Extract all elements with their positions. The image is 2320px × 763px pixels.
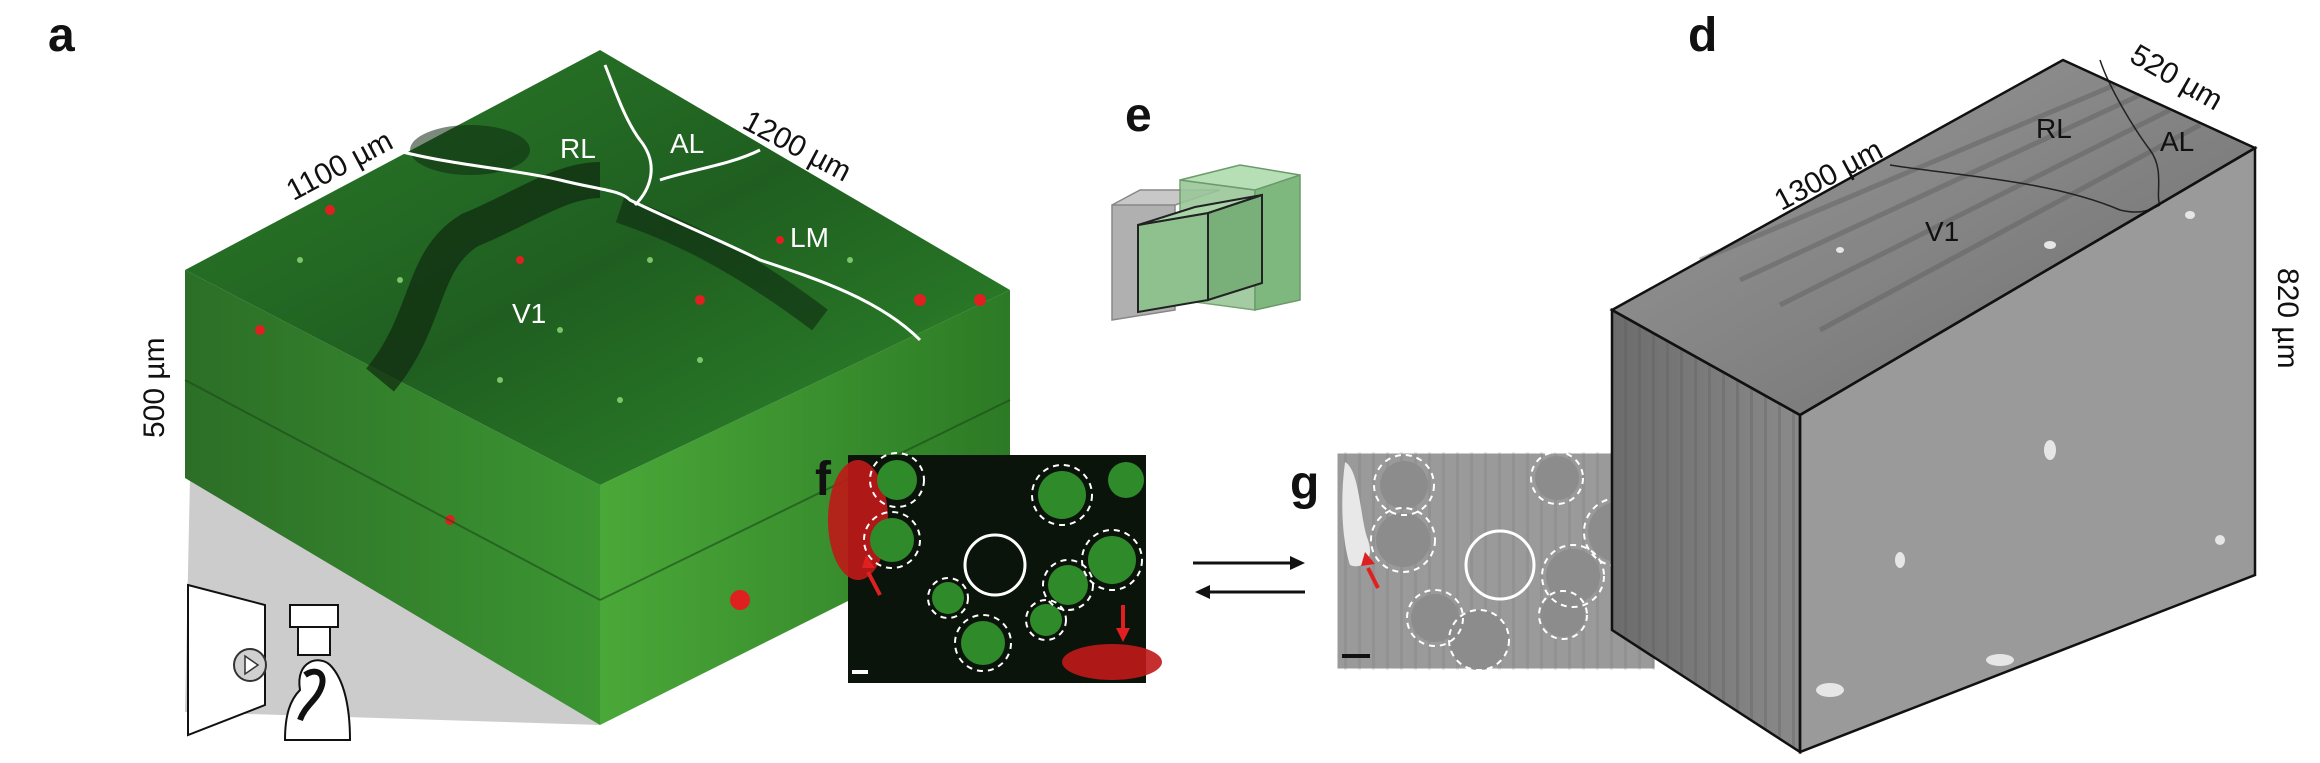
vessel-shadow — [365, 162, 601, 392]
panel-a-volume — [184, 50, 1011, 725]
green-cells — [297, 257, 853, 403]
red-cells — [255, 205, 986, 610]
region-label-v1: V1 — [512, 298, 547, 329]
panel-label-d: d — [1688, 9, 1718, 62]
vessel-shadow — [410, 125, 530, 175]
panel-g-em — [1334, 450, 1658, 672]
area-border — [394, 148, 922, 342]
area-border — [659, 148, 761, 182]
region-label-lm: LM — [790, 222, 829, 253]
panel-label-e: e — [1125, 89, 1152, 142]
microscope-mouse-icon — [187, 583, 352, 741]
panel-e-overlap-boxes — [1111, 149, 1311, 321]
region-label-rl: RL — [560, 133, 596, 164]
dim-label-d-height: 820 µm — [2271, 268, 2304, 369]
region-label-v1: V1 — [1925, 216, 1960, 247]
region-label-al: AL — [2160, 126, 2195, 157]
panel-d-em-volume — [1609, 58, 2258, 755]
region-label-al: AL — [670, 128, 705, 159]
volume-right-face — [600, 290, 1010, 725]
area-border — [603, 64, 653, 207]
panel-label-a: a — [48, 9, 75, 62]
volume-left-face — [185, 270, 600, 725]
bidirectional-arrows-icon — [1193, 556, 1305, 599]
region-label-rl: RL — [2036, 113, 2072, 144]
dim-label-a-height: 500 µm — [138, 337, 171, 438]
vessel-shadow — [615, 197, 828, 331]
panel-label-f: f — [815, 453, 831, 506]
panel-label-g: g — [1290, 457, 1320, 510]
panel-f-fluorescence — [828, 452, 1162, 683]
